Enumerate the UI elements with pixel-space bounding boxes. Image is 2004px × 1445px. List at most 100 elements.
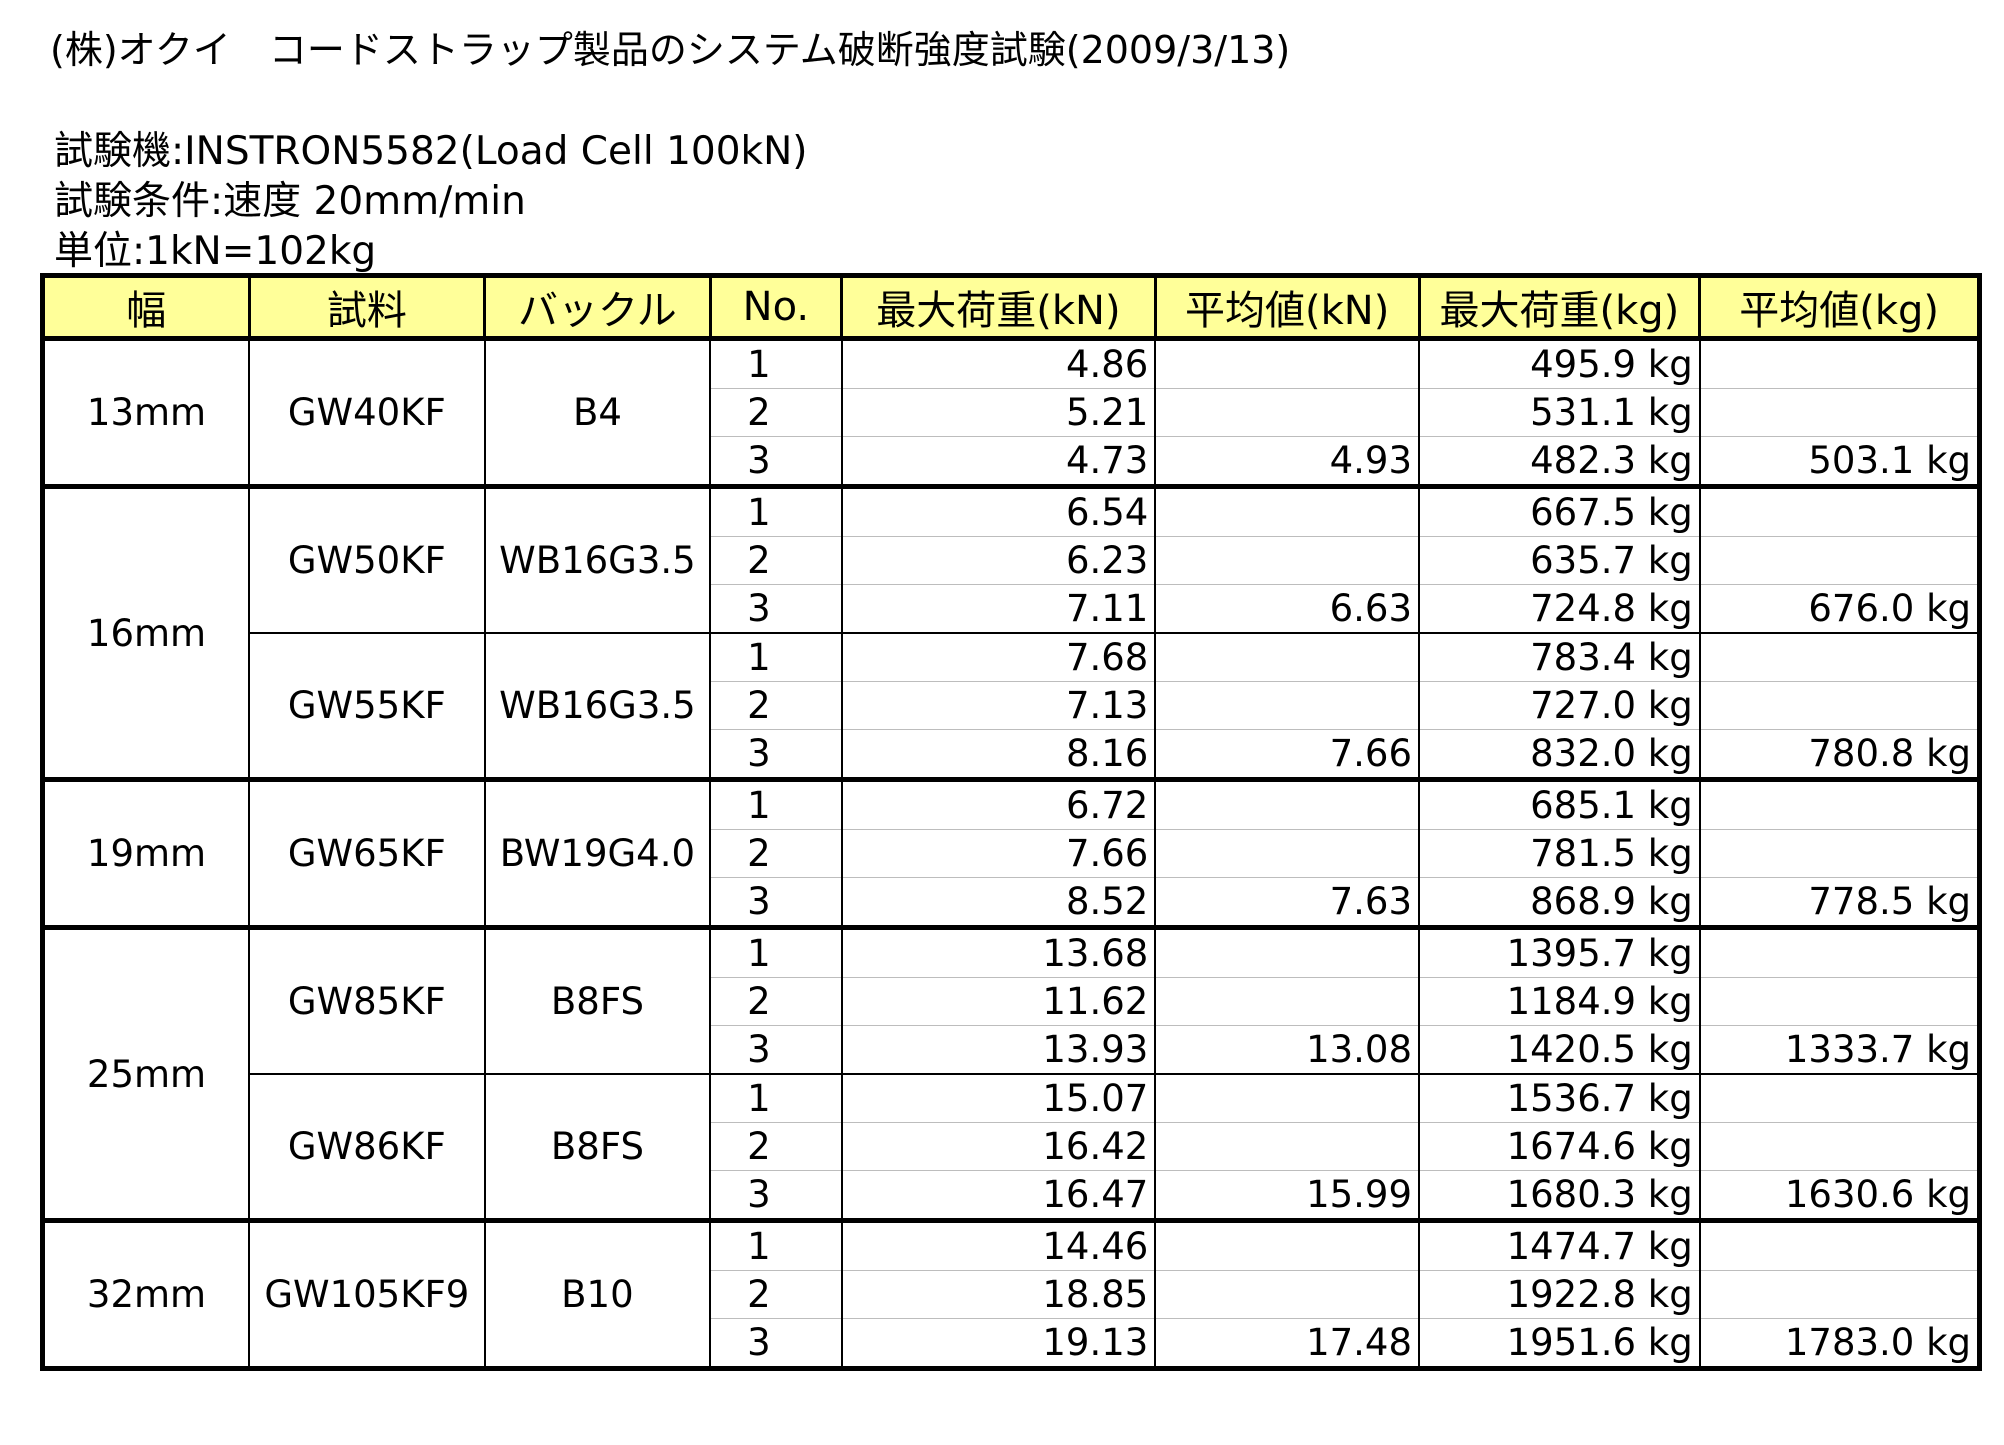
table-row: 13mm GW40KF B4 1 4.86 495.9 kg: [41, 338, 1981, 489]
width-cell: 16mm: [41, 486, 251, 782]
average-kn-cell: [1154, 1122, 1420, 1171]
width-cell: 19mm: [41, 779, 251, 930]
buckle-cell: B8FS: [483, 927, 712, 1075]
sample-cell: GW86KF: [248, 1073, 486, 1223]
average-kg-cell: [1698, 681, 1981, 730]
table-row: 3 8.52 7.63 868.9 kg 778.5 kg: [43, 877, 1981, 930]
average-kn-cell: 13.08: [1154, 1025, 1420, 1075]
average-kg-cell: [1698, 1073, 1981, 1123]
max-load-kn-cell: 6.72: [840, 779, 1157, 830]
max-load-kn-cell: 8.16: [840, 729, 1157, 782]
header-max-load-kn: 最大荷重(kN): [840, 274, 1157, 341]
width-cell: 32mm: [41, 1220, 251, 1371]
trial-no-cell: 2: [709, 536, 843, 585]
average-kg-cell: 1783.0 kg: [1698, 1318, 1981, 1371]
trial-no-cell: 1: [709, 927, 843, 978]
average-kn-cell: [1154, 779, 1420, 830]
average-kn-cell: [1154, 1270, 1420, 1319]
max-load-kg-cell: 482.3 kg: [1418, 436, 1701, 489]
sample-cell: GW50KF: [248, 486, 486, 634]
max-load-kg-cell: 781.5 kg: [1418, 829, 1701, 878]
average-kg-cell: 1333.7 kg: [1698, 1025, 1981, 1075]
table-row: 3 7.11 6.63 724.8 kg 676.0 kg: [43, 584, 1981, 634]
header-average-kg: 平均値(kg): [1698, 274, 1981, 341]
max-load-kg-cell: 1184.9 kg: [1418, 977, 1701, 1026]
table-row: 3 16.47 15.99 1680.3 kg 1630.6 kg: [43, 1170, 1981, 1223]
max-load-kg-cell: 1922.8 kg: [1418, 1270, 1701, 1319]
trial-no-cell: 3: [709, 729, 843, 782]
average-kg-cell: [1698, 338, 1981, 389]
width-cell: 13mm: [41, 338, 251, 489]
table-row: 3 8.16 7.66 832.0 kg 780.8 kg: [43, 729, 1981, 782]
trial-no-cell: 1: [709, 486, 843, 537]
trial-no-cell: 2: [709, 977, 843, 1026]
max-load-kn-cell: 8.52: [840, 877, 1157, 930]
table-row: 32mm GW105KF9 B10 1 14.46 1474.7 kg: [41, 1220, 1981, 1371]
average-kn-cell: [1154, 1073, 1420, 1123]
max-load-kn-cell: 7.66: [840, 829, 1157, 878]
table-row: 3 4.73 4.93 482.3 kg 503.1 kg: [43, 436, 1981, 489]
average-kg-cell: [1698, 829, 1981, 878]
trial-no-cell: 2: [709, 1270, 843, 1319]
average-kg-cell: [1698, 977, 1981, 1026]
average-kn-cell: [1154, 1220, 1420, 1271]
max-load-kn-cell: 13.93: [840, 1025, 1157, 1075]
trial-no-cell: 1: [709, 1220, 843, 1271]
test-machine-line: 試験機:INSTRON5582(Load Cell 100kN): [54, 129, 808, 174]
max-load-kn-cell: 5.21: [840, 388, 1157, 437]
trial-no-cell: 3: [709, 1170, 843, 1223]
buckle-cell: WB16G3.5: [483, 486, 712, 634]
max-load-kn-cell: 16.47: [840, 1170, 1157, 1223]
max-load-kg-cell: 783.4 kg: [1418, 632, 1701, 682]
average-kg-cell: [1698, 1270, 1981, 1319]
strength-results-table: 幅 試料 バックル No. 最大荷重(kN) 平均値(kN) 最大荷重(kg) …: [40, 273, 1982, 1371]
max-load-kn-cell: 6.23: [840, 536, 1157, 585]
table-row: 19mm GW65KF BW19G4.0 1 6.72 685.1 kg: [41, 779, 1981, 930]
max-load-kg-cell: 1536.7 kg: [1418, 1073, 1701, 1123]
max-load-kn-cell: 6.54: [840, 486, 1157, 537]
trial-no-cell: 3: [709, 877, 843, 930]
header-average-kn: 平均値(kN): [1153, 274, 1421, 341]
max-load-kn-cell: 4.86: [840, 338, 1157, 389]
sample-cell: GW65KF: [248, 779, 486, 930]
trial-no-cell: 3: [709, 584, 843, 634]
trial-no-cell: 1: [709, 1073, 843, 1123]
max-load-kn-cell: 19.13: [840, 1318, 1157, 1371]
average-kg-cell: [1698, 1220, 1981, 1271]
average-kg-cell: [1698, 486, 1981, 537]
max-load-kn-cell: 4.73: [840, 436, 1157, 489]
trial-no-cell: 2: [709, 1122, 843, 1171]
max-load-kg-cell: 1395.7 kg: [1418, 927, 1701, 978]
max-load-kg-cell: 868.9 kg: [1418, 877, 1701, 930]
max-load-kg-cell: 667.5 kg: [1418, 486, 1701, 537]
table-row: 25mm GW85KF B8FS 1 13.68 1395.7 kg: [41, 927, 1981, 1223]
table-row: 3 19.13 17.48 1951.6 kg 1783.0 kg: [43, 1318, 1981, 1371]
sample-cell: GW105KF9: [248, 1220, 486, 1371]
max-load-kn-cell: 15.07: [840, 1073, 1157, 1123]
average-kn-cell: [1154, 632, 1420, 682]
sample-cell: GW85KF: [248, 927, 486, 1075]
trial-no-cell: 3: [709, 1025, 843, 1075]
average-kn-cell: [1154, 977, 1420, 1026]
average-kg-cell: 503.1 kg: [1698, 436, 1981, 489]
trial-no-cell: 3: [709, 436, 843, 489]
max-load-kn-cell: 18.85: [840, 1270, 1157, 1319]
width-cell: 25mm: [41, 927, 251, 1223]
average-kg-cell: [1698, 1122, 1981, 1171]
average-kg-cell: [1698, 536, 1981, 585]
header-width: 幅: [41, 274, 251, 341]
max-load-kn-cell: 16.42: [840, 1122, 1157, 1171]
header-no: No.: [708, 274, 844, 341]
header-buckle: バックル: [483, 274, 712, 341]
max-load-kg-cell: 727.0 kg: [1418, 681, 1701, 730]
buckle-cell: B10: [483, 1220, 712, 1371]
average-kg-cell: 1630.6 kg: [1698, 1170, 1981, 1223]
max-load-kg-cell: 832.0 kg: [1418, 729, 1701, 782]
trial-no-cell: 2: [709, 388, 843, 437]
average-kn-cell: 4.93: [1154, 436, 1420, 489]
max-load-kg-cell: 495.9 kg: [1418, 338, 1701, 389]
header-row: 幅 試料 バックル No. 最大荷重(kN) 平均値(kN) 最大荷重(kg) …: [41, 274, 1981, 341]
max-load-kn-cell: 11.62: [840, 977, 1157, 1026]
max-load-kn-cell: 7.68: [840, 632, 1157, 682]
average-kn-cell: [1154, 927, 1420, 978]
